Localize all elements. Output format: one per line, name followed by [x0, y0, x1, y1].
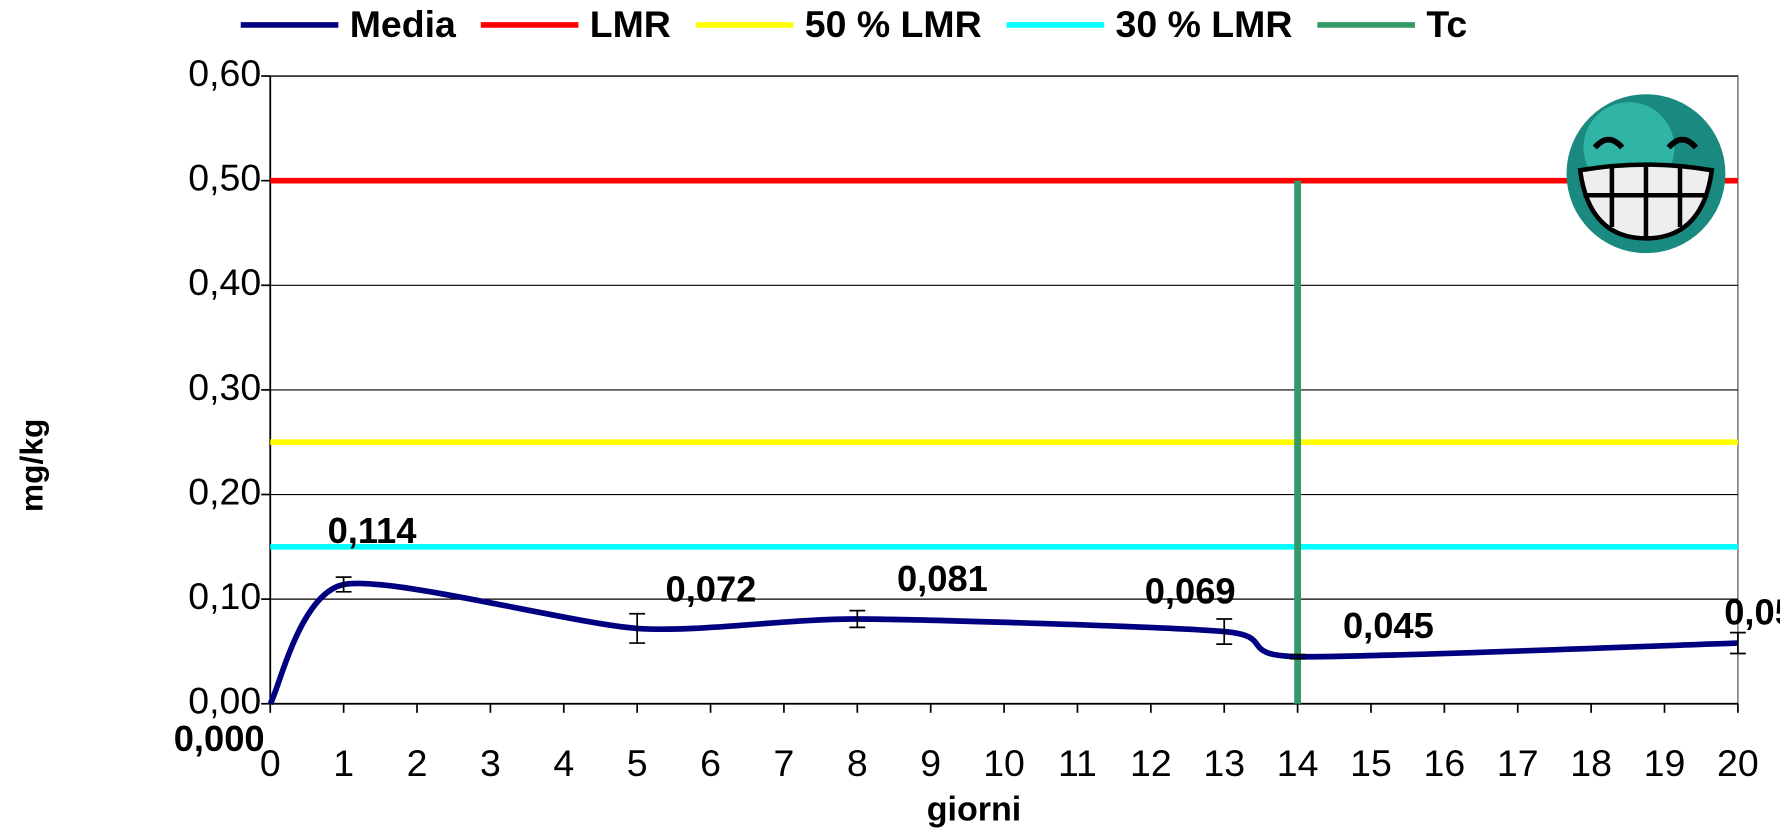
x-tick-label: 14 — [1277, 742, 1319, 784]
y-tick-label: 0,10 — [188, 575, 261, 617]
x-tick-label: 11 — [1058, 742, 1097, 784]
legend-label: LMR — [590, 3, 671, 45]
x-tick-label: 6 — [700, 742, 721, 784]
y-axis-title: mg/kg — [14, 419, 50, 513]
x-tick-label: 9 — [920, 742, 941, 784]
y-tick-label: 0,00 — [188, 680, 261, 722]
data-label: 0,072 — [666, 569, 757, 610]
legend-label: Tc — [1426, 3, 1467, 45]
legend-label: 50 % LMR — [805, 3, 982, 45]
x-axis-title: giorni — [927, 791, 1022, 829]
x-tick-label: 19 — [1644, 742, 1686, 784]
y-tick-label: 0,60 — [188, 52, 261, 94]
x-tick-label: 15 — [1350, 742, 1392, 784]
error-bar — [629, 612, 646, 644]
error-bar — [1216, 618, 1233, 645]
x-tick-label: 1 — [333, 742, 354, 784]
x-tick-label: 8 — [847, 742, 868, 784]
x-tick-label: 13 — [1203, 742, 1245, 784]
x-tick-label: 12 — [1130, 742, 1172, 784]
data-label: 0,045 — [1343, 605, 1434, 646]
x-tick-label: 17 — [1497, 742, 1539, 784]
x-tick-label: 10 — [983, 742, 1025, 784]
error-bar — [1729, 631, 1746, 655]
legend-label: Media — [350, 3, 457, 45]
x-tick-label: 0 — [260, 742, 281, 784]
y-tick-label: 0,30 — [188, 366, 261, 408]
data-label: 0,069 — [1145, 571, 1236, 612]
x-tick-label: 2 — [407, 742, 428, 784]
data-label: 0,081 — [897, 558, 988, 599]
x-tick-label: 7 — [774, 742, 795, 784]
smiley-icon — [1566, 94, 1726, 254]
x-tick-label: 3 — [480, 742, 501, 784]
y-tick-label: 0,20 — [188, 470, 261, 512]
y-tick-label: 0,50 — [188, 157, 261, 199]
x-tick-label: 18 — [1570, 742, 1612, 784]
x-tick-label: 5 — [627, 742, 648, 784]
x-tick-label: 16 — [1424, 742, 1466, 784]
error-bar — [335, 576, 352, 593]
y-tick-label: 0,40 — [188, 261, 261, 303]
series-line — [267, 580, 1738, 706]
error-bar — [1289, 653, 1306, 660]
x-tick-label: 4 — [553, 742, 574, 784]
data-label: 0,058 — [1724, 591, 1780, 632]
data-label: 0,114 — [328, 510, 417, 551]
x-tick-label: 20 — [1717, 742, 1759, 784]
error-bar — [849, 609, 866, 629]
data-label: 0,000 — [174, 718, 265, 759]
legend-label: 30 % LMR — [1116, 3, 1293, 45]
